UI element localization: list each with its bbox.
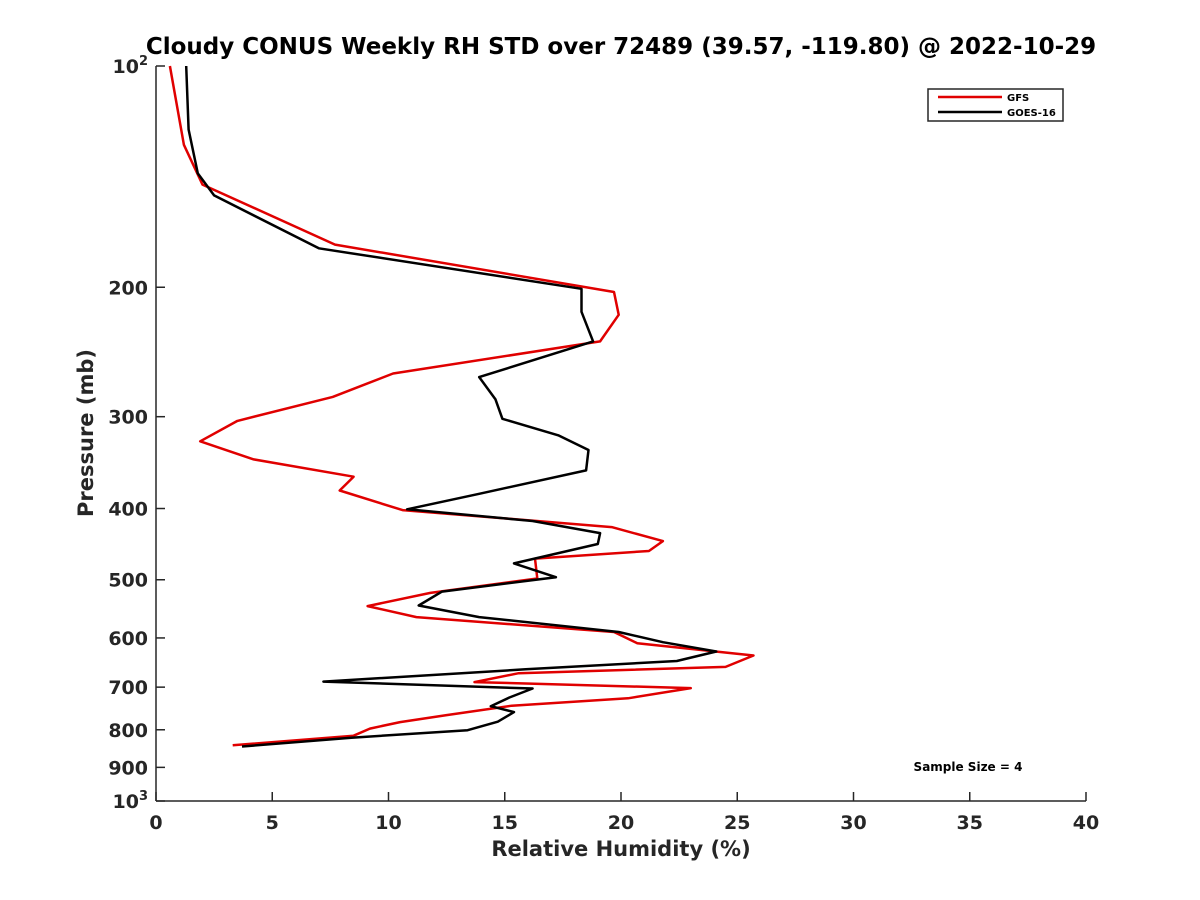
x-tick-label: 20: [608, 812, 634, 834]
legend: GFS GOES-16: [927, 88, 1064, 122]
y-tick-label: 103: [113, 789, 149, 813]
y-tick-label: 102: [113, 54, 149, 78]
x-tick-label: 15: [492, 812, 518, 834]
chart-title: Cloudy CONUS Weekly RH STD over 72489 (3…: [146, 34, 1096, 60]
x-tick-label: 0: [149, 812, 162, 834]
y-tick-label: 200: [108, 277, 148, 299]
x-axis-ticks: 0 5 10 15 20 25 30 35 40: [149, 792, 1099, 834]
x-tick-label: 25: [724, 812, 750, 834]
x-tick-label: 10: [375, 812, 401, 834]
series-group: [168, 65, 755, 748]
legend-box: [927, 88, 1064, 122]
plot-area: 0 5 10 15 20 25 30 35 40 102 200 300 400 500 600 700 80…: [108, 54, 1099, 834]
legend-label-goes16: GOES-16: [1007, 108, 1056, 119]
x-tick-label: 30: [840, 812, 866, 834]
y-tick-label: 900: [108, 757, 148, 779]
x-tick-label: 5: [266, 812, 279, 834]
y-axis-ticks: 102 200 300 400 500 600 700 800 900 103: [108, 54, 165, 813]
y-tick-label: 600: [108, 628, 148, 650]
x-axis-label: Relative Humidity (%): [491, 837, 750, 861]
legend-label-gfs: GFS: [1007, 93, 1029, 104]
y-tick-label: 700: [108, 677, 148, 699]
sample-size-annotation: Sample Size = 4: [914, 760, 1023, 774]
y-tick-label: 800: [108, 720, 148, 742]
x-tick-label: 40: [1073, 812, 1099, 834]
series-line-goes16: [184, 65, 718, 748]
y-tick-label: 500: [108, 570, 148, 592]
y-tick-label: 300: [108, 407, 148, 429]
x-tick-label: 35: [957, 812, 983, 834]
y-axis-label: Pressure (mb): [74, 349, 98, 517]
y-tick-label: 400: [108, 499, 148, 521]
